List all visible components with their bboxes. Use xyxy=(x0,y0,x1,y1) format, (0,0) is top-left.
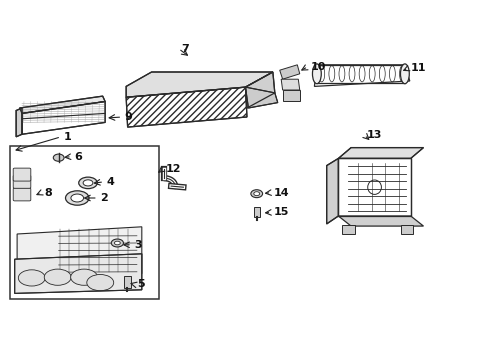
Text: 5: 5 xyxy=(137,279,144,289)
Polygon shape xyxy=(245,72,274,108)
Ellipse shape xyxy=(83,180,93,186)
Polygon shape xyxy=(279,65,299,79)
Text: 6: 6 xyxy=(74,152,82,162)
Text: 14: 14 xyxy=(273,188,289,198)
Text: 10: 10 xyxy=(310,62,325,72)
Polygon shape xyxy=(15,254,142,293)
Polygon shape xyxy=(17,227,142,277)
Text: 1: 1 xyxy=(63,132,71,142)
Polygon shape xyxy=(338,216,423,226)
Polygon shape xyxy=(326,158,338,224)
Text: 7: 7 xyxy=(181,44,188,54)
Ellipse shape xyxy=(87,274,113,291)
FancyBboxPatch shape xyxy=(13,168,31,181)
Ellipse shape xyxy=(65,191,89,205)
Bar xyxy=(123,276,130,288)
Polygon shape xyxy=(314,65,409,86)
Polygon shape xyxy=(16,108,22,137)
Polygon shape xyxy=(22,102,105,134)
Text: 12: 12 xyxy=(165,164,181,174)
Polygon shape xyxy=(126,72,272,97)
Ellipse shape xyxy=(44,269,71,285)
FancyBboxPatch shape xyxy=(13,188,31,201)
Ellipse shape xyxy=(400,64,408,84)
Ellipse shape xyxy=(312,64,321,84)
Polygon shape xyxy=(245,87,277,108)
Text: 2: 2 xyxy=(100,193,108,203)
Ellipse shape xyxy=(53,154,64,161)
Bar xyxy=(342,225,354,234)
Ellipse shape xyxy=(250,190,262,198)
Ellipse shape xyxy=(70,269,98,285)
Polygon shape xyxy=(338,148,423,158)
Ellipse shape xyxy=(111,239,123,247)
FancyBboxPatch shape xyxy=(13,175,31,188)
Text: 3: 3 xyxy=(134,240,142,250)
Text: 4: 4 xyxy=(106,177,114,187)
Bar xyxy=(10,146,159,299)
Bar xyxy=(253,207,259,217)
Polygon shape xyxy=(338,158,410,216)
Ellipse shape xyxy=(19,270,45,286)
Text: 9: 9 xyxy=(124,112,132,122)
Polygon shape xyxy=(126,87,246,127)
Ellipse shape xyxy=(79,177,97,189)
Bar xyxy=(400,225,412,234)
Ellipse shape xyxy=(71,194,83,202)
Ellipse shape xyxy=(253,192,259,195)
Text: 11: 11 xyxy=(410,63,426,73)
Ellipse shape xyxy=(114,241,120,245)
Polygon shape xyxy=(281,79,299,90)
Polygon shape xyxy=(282,90,299,101)
Text: 13: 13 xyxy=(366,130,381,140)
Text: 15: 15 xyxy=(273,207,288,217)
Text: 8: 8 xyxy=(44,188,52,198)
Polygon shape xyxy=(20,96,105,113)
